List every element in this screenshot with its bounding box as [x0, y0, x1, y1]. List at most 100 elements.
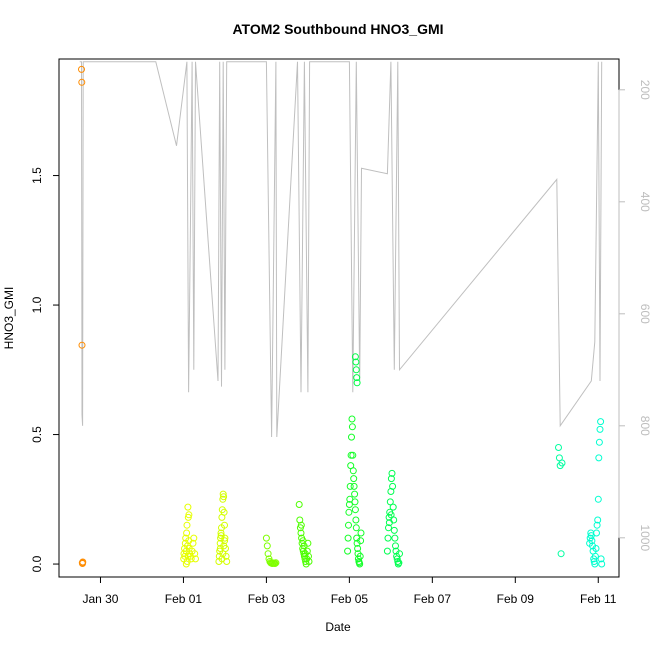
- x-axis: Jan 30 Feb 01 Feb 03 Feb 05 Feb 07 Feb 09 Feb …: [82, 576, 617, 606]
- data-point: [592, 545, 600, 552]
- data-point: [596, 425, 604, 433]
- data-point: [597, 555, 605, 563]
- data-point: [185, 511, 193, 519]
- x-tick-label: Feb 03: [248, 592, 286, 606]
- data-point: [349, 467, 357, 475]
- data-point: [387, 475, 395, 483]
- y2-tick-label: 800: [638, 416, 650, 436]
- data-point: [184, 513, 192, 521]
- y2-tick-label: 1000: [638, 524, 650, 551]
- chart-title: ATOM2 Southbound HNO3_GMI: [232, 21, 443, 37]
- data-point: [357, 529, 365, 537]
- data-point: [345, 501, 353, 508]
- data-point: [348, 415, 356, 423]
- x-tick-label: Feb 01: [165, 592, 203, 606]
- y-tick-label: 1.5: [30, 167, 44, 184]
- y-axis: 0.0 0.5 1.0 1.5: [30, 167, 60, 572]
- data-point: [594, 495, 602, 503]
- data-point: [78, 78, 86, 86]
- data-point: [392, 542, 399, 550]
- x-axis-label: Date: [325, 620, 351, 634]
- data-point: [345, 508, 353, 516]
- data-point: [219, 490, 227, 498]
- data-point: [272, 559, 280, 567]
- data-point: [217, 529, 225, 537]
- data-point: [557, 550, 565, 558]
- data-point: [295, 501, 303, 508]
- data-point: [190, 534, 198, 542]
- y2-tick-label: 600: [638, 304, 650, 324]
- data-point: [218, 555, 226, 563]
- data-point: [348, 423, 356, 431]
- data-point: [558, 459, 566, 467]
- data-point: [354, 545, 362, 552]
- data-point: [385, 524, 392, 532]
- data-point: [593, 521, 601, 529]
- data-point: [598, 560, 606, 568]
- x-tick-label: Feb 05: [331, 592, 369, 606]
- data-point: [356, 552, 364, 560]
- x-tick-label: Feb 11: [580, 592, 617, 606]
- data-point: [221, 521, 228, 529]
- pressure-profile-line: [79, 61, 603, 438]
- data-point: [356, 560, 364, 568]
- y-tick-label: 0.5: [30, 426, 44, 443]
- data-point: [191, 550, 199, 558]
- data-point: [391, 534, 399, 542]
- data-point: [390, 526, 398, 534]
- data-point: [271, 560, 279, 567]
- data-point: [350, 482, 358, 490]
- y2-tick-label: 400: [638, 192, 650, 212]
- data-point: [384, 534, 392, 542]
- data-point: [352, 516, 360, 524]
- data-point: [591, 552, 599, 560]
- data-point: [348, 433, 355, 441]
- data-point: [594, 516, 602, 524]
- data-point: [220, 493, 228, 501]
- data-point: [221, 537, 229, 545]
- data-point: [595, 454, 603, 462]
- x-tick-label: Feb 09: [497, 592, 535, 606]
- data-point: [297, 521, 305, 529]
- data-point: [383, 547, 391, 555]
- data-point: [78, 65, 85, 73]
- data-point: [597, 418, 605, 426]
- data-point: [301, 550, 309, 558]
- data-point: [389, 482, 397, 490]
- data-point: [353, 379, 361, 387]
- data-point: [353, 374, 361, 382]
- y-tick-label: 0.0: [30, 555, 44, 572]
- data-point: [591, 560, 599, 568]
- data-point: [357, 537, 365, 545]
- data-point: [386, 498, 394, 506]
- data-point: [192, 555, 199, 563]
- data-point: [184, 503, 192, 511]
- data-point: [352, 366, 360, 374]
- y2-tick-label: 200: [638, 80, 650, 100]
- data-point: [388, 469, 396, 477]
- data-point: [389, 503, 397, 511]
- data-point: [184, 552, 192, 560]
- data-point: [351, 490, 359, 498]
- plot-frame: [58, 58, 620, 578]
- data-point: [344, 534, 352, 542]
- data-point: [183, 529, 191, 537]
- data-point: [396, 550, 403, 558]
- data-point: [189, 539, 197, 547]
- data-point: [395, 559, 403, 567]
- y-axis-label: HNO3_GMI: [2, 287, 16, 350]
- data-point: [305, 558, 313, 565]
- data-point: [262, 534, 270, 542]
- data-point: [220, 508, 228, 516]
- data-point: [78, 341, 86, 349]
- data-point: [183, 558, 191, 565]
- pressure-profile-layer: [79, 61, 603, 438]
- data-point: [299, 537, 307, 545]
- data-point: [264, 550, 272, 558]
- data-point: [593, 529, 600, 537]
- data-point: [351, 506, 359, 514]
- data-point: [555, 444, 562, 451]
- data-point: [352, 358, 360, 366]
- data-point: [387, 511, 395, 519]
